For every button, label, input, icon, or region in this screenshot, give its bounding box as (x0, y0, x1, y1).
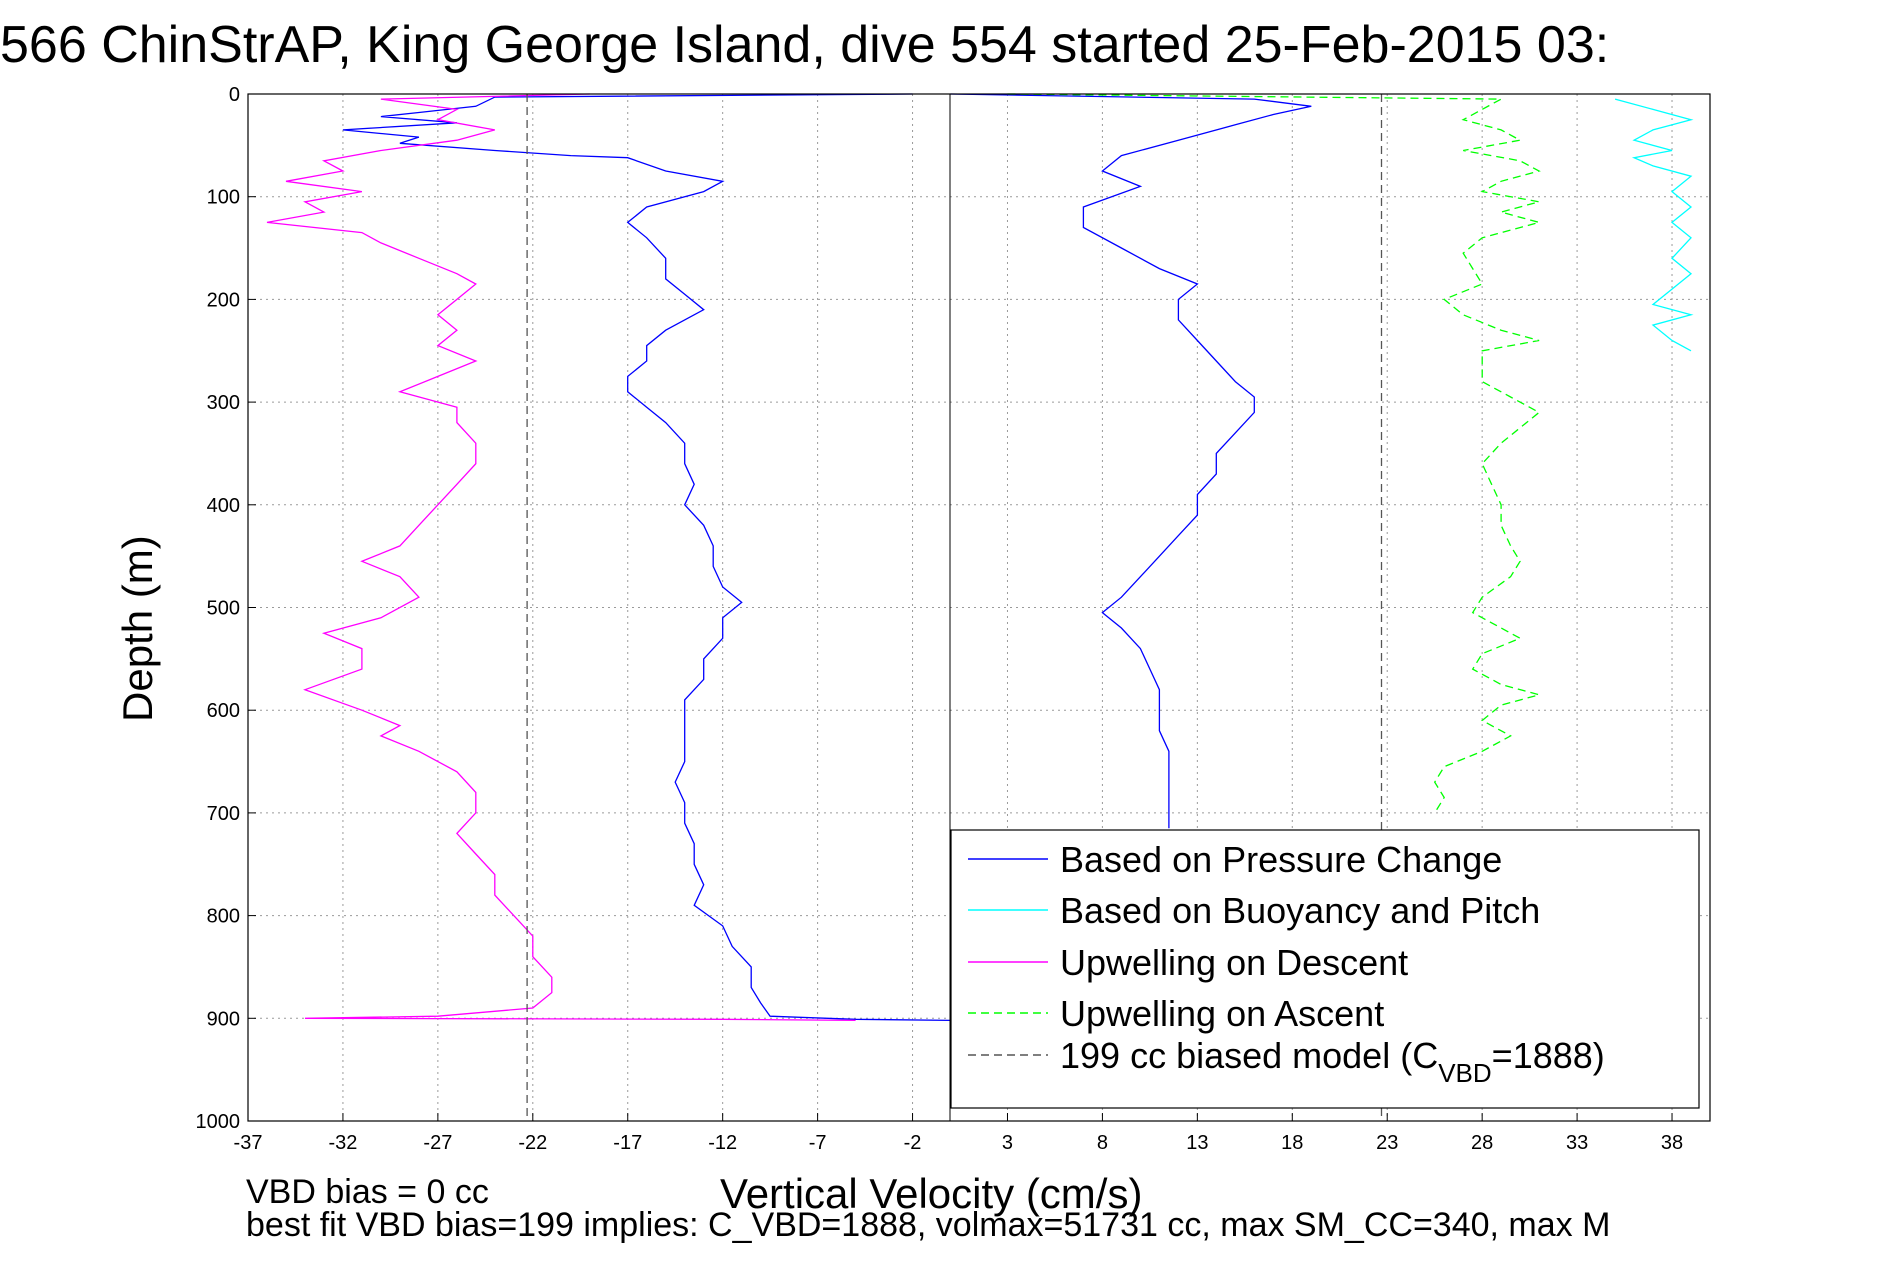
x-tick-label: 28 (1471, 1132, 1493, 1154)
x-tick-label: -32 (328, 1132, 357, 1154)
x-tick-label: 38 (1661, 1132, 1683, 1154)
y-tick-labels: 0 100 200 300 400 500 600 700 800 900 1000 (196, 84, 241, 1133)
x-tick-label: -37 (234, 1132, 263, 1154)
x-tick-labels: -37 -32 -27 -22 -17 -12 -7 -2 3 8 13 18 23 28 33 38 (234, 1132, 1684, 1154)
x-tick-label: 23 (1376, 1132, 1398, 1154)
y-tick-label: 400 (207, 495, 240, 517)
legend-label-biased-model: 199 cc biased model (CVBD=1888) (1060, 1035, 1605, 1088)
series-line-2 (1614, 98, 1694, 352)
y-axis-label: Depth (m) (114, 535, 161, 722)
series-group (266, 93, 1694, 1121)
y-tick-label: 500 (207, 598, 240, 620)
x-tick-label: 13 (1186, 1132, 1208, 1154)
legend-label-ascent: Upwelling on Ascent (1060, 993, 1384, 1034)
y-tick-label: 700 (207, 803, 240, 825)
y-tick-label: 0 (229, 84, 240, 106)
x-tick-label: -17 (613, 1132, 642, 1154)
best-fit-note: best fit VBD bias=199 implies: C_VBD=188… (246, 1206, 1610, 1244)
y-tick-label: 900 (207, 1008, 240, 1030)
y-tick-label: 100 (207, 187, 240, 209)
x-tick-label: -27 (423, 1132, 452, 1154)
legend-label-biased-model-subscript: VBD (1438, 1058, 1491, 1088)
x-tick-label: 18 (1281, 1132, 1303, 1154)
y-tick-label: 600 (207, 700, 240, 722)
x-tick-label: -2 (904, 1132, 922, 1154)
series-line-1 (950, 93, 1312, 829)
x-tick-label: 33 (1566, 1132, 1588, 1154)
legend-label-biased-model-main: 199 cc biased model (C (1060, 1035, 1438, 1076)
legend-label-descent: Upwelling on Descent (1060, 942, 1408, 983)
y-tick-label: 1000 (196, 1111, 241, 1133)
x-tick-label: 8 (1097, 1132, 1108, 1154)
x-tick-label: -7 (809, 1132, 827, 1154)
x-axis-label: Vertical Velocity (cm/s) (720, 1170, 1142, 1217)
legend: Based on Pressure Change Based on Buoyan… (950, 829, 1700, 1109)
legend-label-buoyancy: Based on Buoyancy and Pitch (1060, 890, 1540, 931)
vbd-bias-note: VBD bias = 0 cc (246, 1173, 489, 1211)
x-tick-label: -22 (518, 1132, 547, 1154)
y-tick-label: 300 (207, 392, 240, 414)
legend-box (950, 829, 1700, 1109)
x-tick-label: -12 (708, 1132, 737, 1154)
chart-title: 566 ChinStrAP, King George Island, dive … (0, 16, 1609, 74)
axis-ticks (247, 93, 1673, 1122)
legend-label-biased-model-end: =1888) (1492, 1035, 1605, 1076)
series-line-0 (342, 93, 951, 1022)
x-tick-label: 3 (1002, 1132, 1013, 1154)
y-tick-label: 800 (207, 906, 240, 928)
series-line-3 (266, 93, 856, 1022)
legend-label-pressure: Based on Pressure Change (1060, 839, 1502, 880)
y-tick-label: 200 (207, 289, 240, 311)
series-line-4 (1007, 93, 1542, 814)
